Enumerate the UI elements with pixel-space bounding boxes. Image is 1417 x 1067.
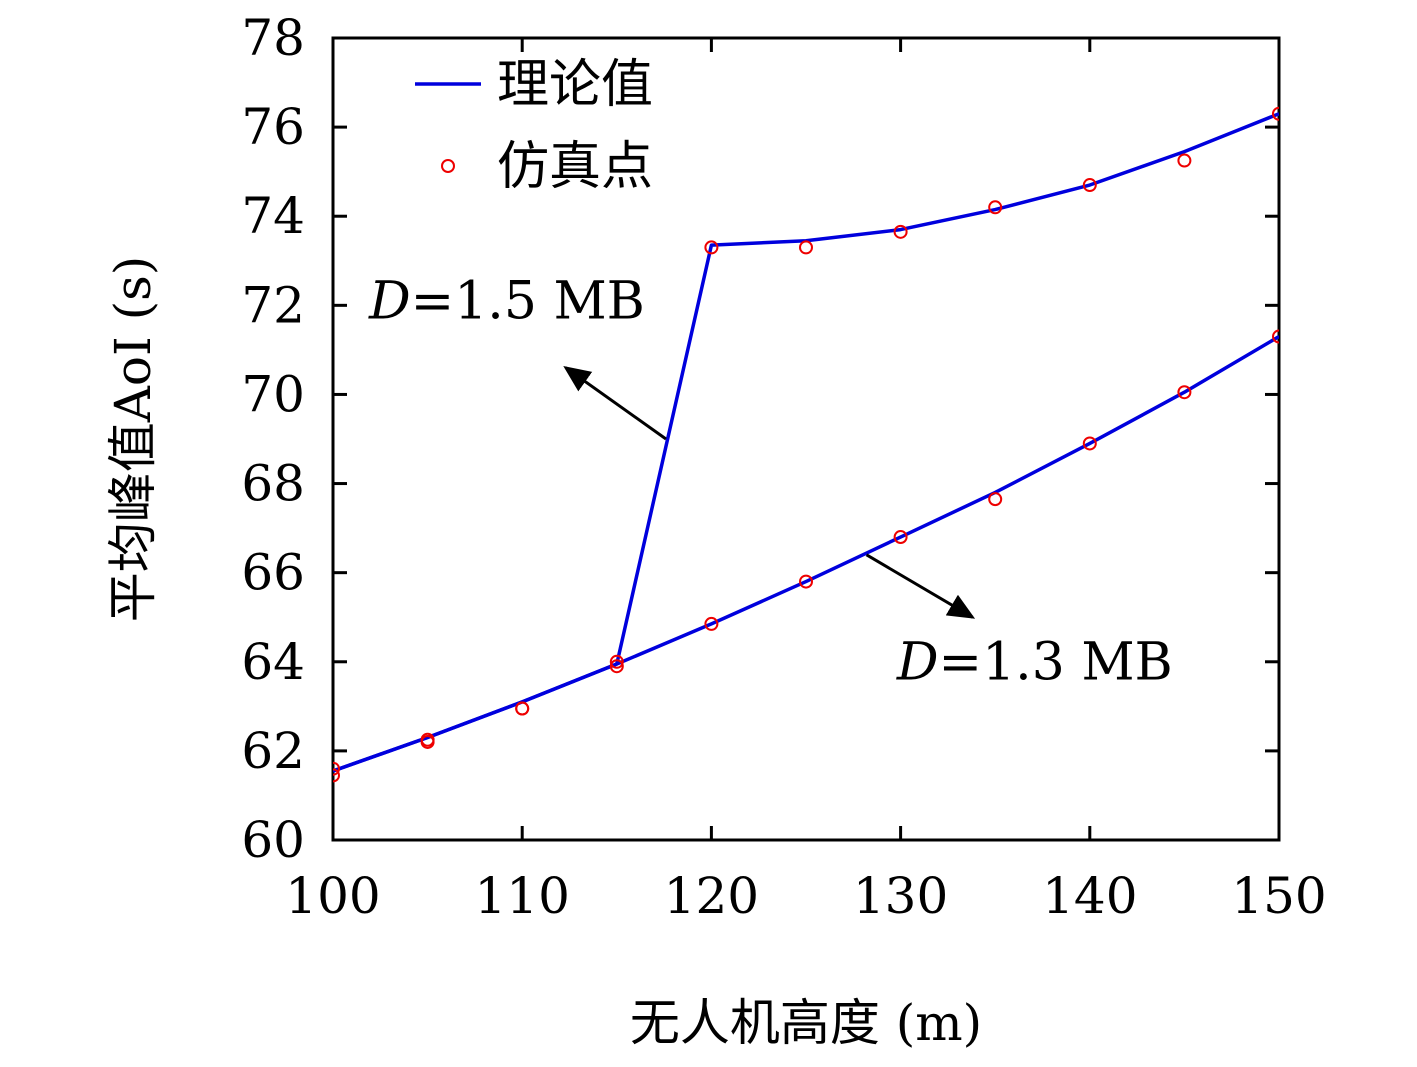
sim-point xyxy=(988,492,1003,507)
sim-point xyxy=(799,574,813,589)
sim-point xyxy=(893,224,908,239)
y-tick-label: 76 xyxy=(241,98,305,156)
sim-point xyxy=(704,240,719,255)
y-tick-label: 70 xyxy=(241,365,305,423)
sim-point xyxy=(1272,106,1279,121)
x-tick-label: 100 xyxy=(285,867,380,925)
sim-point xyxy=(1082,436,1097,451)
legend-marker-sample xyxy=(441,159,455,173)
y-tick-label: 72 xyxy=(241,276,305,334)
annotation-arrow xyxy=(563,365,667,441)
y-tick-label: 78 xyxy=(241,9,305,67)
axes: 100 110 120 130 140 150 60 62 64 66 68 70 72 74 76 78 xyxy=(241,9,1326,925)
x-tick-label: 130 xyxy=(853,867,948,925)
sim-point xyxy=(420,734,435,749)
sim-point xyxy=(609,654,624,669)
plot-area xyxy=(333,106,1279,783)
sim-point xyxy=(609,659,624,674)
y-tick-label: 64 xyxy=(241,633,305,691)
sim-point xyxy=(893,530,908,545)
y-tick-label: 62 xyxy=(241,722,305,780)
annotations: D=1.5 MB D=1.3 MB xyxy=(368,272,1173,693)
y-tick-label: 68 xyxy=(241,455,305,513)
annotation-label: D=1.5 MB xyxy=(368,272,645,332)
x-tick-label: 110 xyxy=(474,867,569,925)
legend-label: 仿真点 xyxy=(497,137,653,197)
y-tick-label: 74 xyxy=(241,187,305,245)
x-tick-label: 120 xyxy=(664,867,759,925)
sim-point xyxy=(1082,178,1097,193)
sim-point xyxy=(333,768,340,783)
sim-point xyxy=(333,761,340,776)
sim-point xyxy=(1272,329,1279,344)
sim-point xyxy=(988,200,1003,215)
x-tick-label: 150 xyxy=(1231,867,1326,925)
x-axis-title: 无人机高度 (m) xyxy=(630,994,982,1052)
sim-point xyxy=(704,616,719,631)
y-axis-title: 平均峰值AoI (s) xyxy=(104,256,162,623)
legend-label: 理论值 xyxy=(497,55,653,115)
sim-point xyxy=(799,240,813,255)
plot-frame xyxy=(331,36,1281,842)
y-tick-label: 60 xyxy=(241,811,305,869)
y-tick-label: 66 xyxy=(241,544,305,602)
annotation-label: D=1.3 MB xyxy=(896,633,1173,693)
sim-point xyxy=(515,701,530,716)
series-line xyxy=(333,335,1279,773)
sim-point xyxy=(1177,385,1192,400)
annotation-arrow xyxy=(865,553,976,619)
x-tick-label: 140 xyxy=(1042,867,1137,925)
sim-point xyxy=(1177,153,1192,168)
